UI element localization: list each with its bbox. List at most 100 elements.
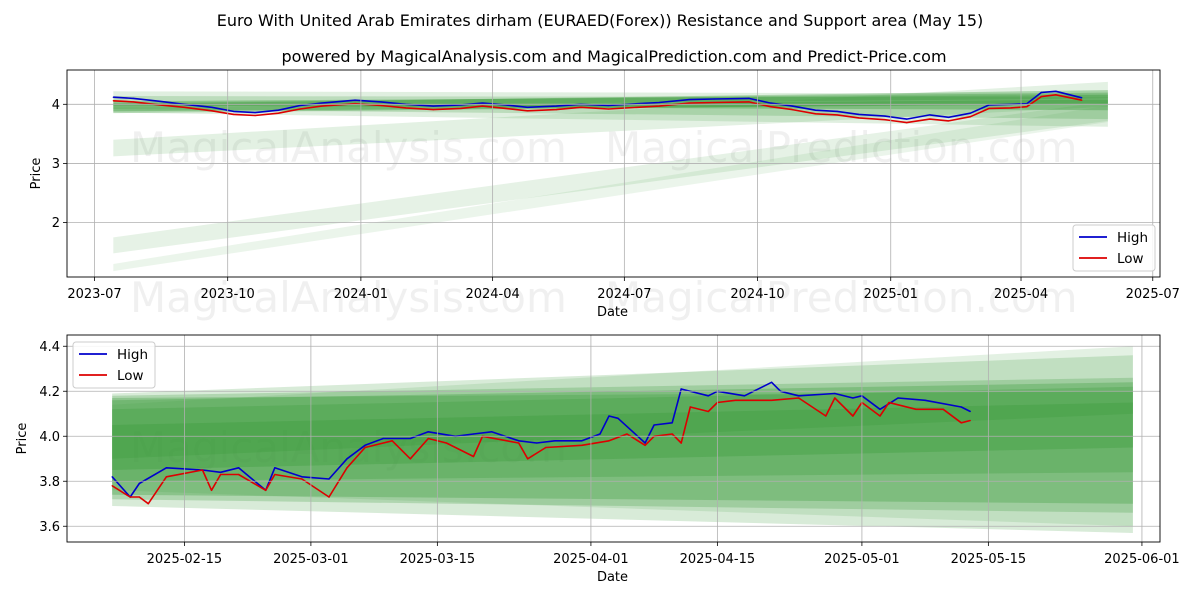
data-point-high: [112, 96, 114, 98]
data-point-low: [346, 467, 348, 469]
data-point-low: [527, 458, 529, 460]
data-point-high: [481, 102, 484, 104]
data-point-high: [346, 458, 348, 460]
data-point-high: [138, 482, 140, 485]
data-point-low: [1081, 99, 1083, 101]
x-tick-label: 2023-07: [67, 287, 121, 302]
x-axis-label: Date: [597, 570, 628, 585]
data-point-low: [201, 469, 204, 471]
data-point-high: [554, 440, 556, 442]
data-point-low: [680, 442, 682, 444]
support-resistance-band: [112, 355, 1133, 533]
data-point-high: [165, 467, 167, 469]
data-point-high: [680, 388, 682, 390]
data-point-low: [688, 102, 691, 104]
data-point-low: [211, 110, 213, 112]
data-point-high: [518, 440, 520, 442]
x-tick-label: 2025-06-01: [1104, 552, 1180, 567]
data-point-high: [924, 399, 926, 401]
data-point-high: [658, 101, 660, 104]
data-point-high: [644, 442, 646, 444]
x-tick-label: 2023-10: [201, 287, 255, 302]
data-point-high: [321, 102, 323, 104]
data-point-high: [382, 437, 384, 440]
data-point-low: [129, 496, 131, 498]
data-point-low: [734, 399, 737, 401]
data-point-high: [581, 440, 583, 442]
chart-subtitle: powered by MagicalAnalysis.com and Magic…: [281, 47, 946, 66]
data-point-low: [274, 473, 276, 476]
support-resistance-band: [113, 96, 1108, 120]
data-point-high: [232, 110, 235, 112]
legend: High Low: [72, 341, 156, 389]
x-tick-label: 2025-04-01: [553, 552, 629, 567]
data-point-low: [769, 106, 772, 108]
data-point-high: [671, 422, 673, 424]
data-point-low: [111, 485, 113, 487]
data-point-low: [472, 455, 475, 458]
plot-area: [112, 81, 1108, 272]
data-point-high: [1055, 90, 1057, 92]
y-tick-label: 4.0: [39, 430, 60, 445]
watermark-text: MagicalPrediction.com: [605, 273, 1078, 322]
data-point-high: [219, 471, 222, 473]
data-point-high: [858, 113, 860, 115]
support-resistance-band: [113, 90, 1108, 108]
data-point-high: [948, 116, 950, 118]
data-point-high: [769, 102, 772, 104]
data-point-high: [1081, 97, 1083, 99]
x-tick-label: 2025-03-01: [273, 552, 349, 567]
data-point-low: [526, 110, 528, 112]
y-tick-label: 4: [52, 98, 60, 113]
data-point-high: [364, 444, 366, 446]
data-point-low: [183, 106, 185, 108]
legend-label-low: Low: [1117, 251, 1144, 267]
x-tick-label: 2025-03-15: [400, 552, 476, 567]
data-point-high: [409, 437, 411, 440]
data-point-low: [748, 101, 750, 103]
data-point-low: [138, 496, 140, 498]
data-point-high: [713, 98, 715, 100]
data-point-high: [111, 476, 113, 478]
data-point-low: [969, 116, 971, 118]
data-point-low: [460, 107, 462, 110]
data-point-high: [743, 395, 746, 397]
data-point-low: [1040, 96, 1042, 98]
data-point-low: [380, 104, 382, 107]
data-point-low: [301, 478, 303, 480]
y-tick-label: 2: [52, 216, 60, 231]
data-point-high: [354, 99, 356, 101]
data-point-low: [888, 401, 890, 404]
x-axis-label: Date: [597, 305, 628, 320]
data-point-low: [707, 410, 709, 413]
data-point-high: [798, 395, 800, 397]
y-tick-label: 3.8: [39, 475, 60, 490]
data-point-low: [969, 419, 971, 422]
x-tick-label: 2025-01: [864, 287, 918, 302]
x-tick-label: 2024-07: [597, 287, 651, 302]
data-point-low: [238, 473, 240, 476]
data-point-low: [265, 489, 267, 491]
data-point-low: [505, 107, 507, 110]
data-point-high: [834, 392, 836, 395]
data-point-low: [1026, 106, 1028, 108]
support-resistance-band: [113, 94, 1108, 111]
series-line-low: [113, 94, 1082, 124]
plot-frame: [66, 69, 1161, 278]
top-chart: MagicalAnalysis.com MagicalPrediction.com…: [29, 69, 1180, 322]
data-point-high: [748, 97, 750, 99]
data-point-low: [906, 122, 908, 124]
data-point-high: [490, 431, 493, 433]
data-point-low: [1010, 107, 1012, 109]
data-point-low: [713, 101, 715, 104]
data-point-low: [580, 106, 582, 108]
data-point-low: [481, 105, 484, 107]
x-tick-label: 2025-07: [1126, 287, 1180, 302]
data-point-low: [798, 397, 800, 399]
data-point-low: [884, 119, 886, 121]
data-point-high: [328, 478, 330, 480]
data-point-low: [232, 113, 235, 115]
data-point-high: [884, 115, 886, 117]
data-point-high: [607, 104, 610, 107]
data-point-low: [409, 458, 411, 460]
